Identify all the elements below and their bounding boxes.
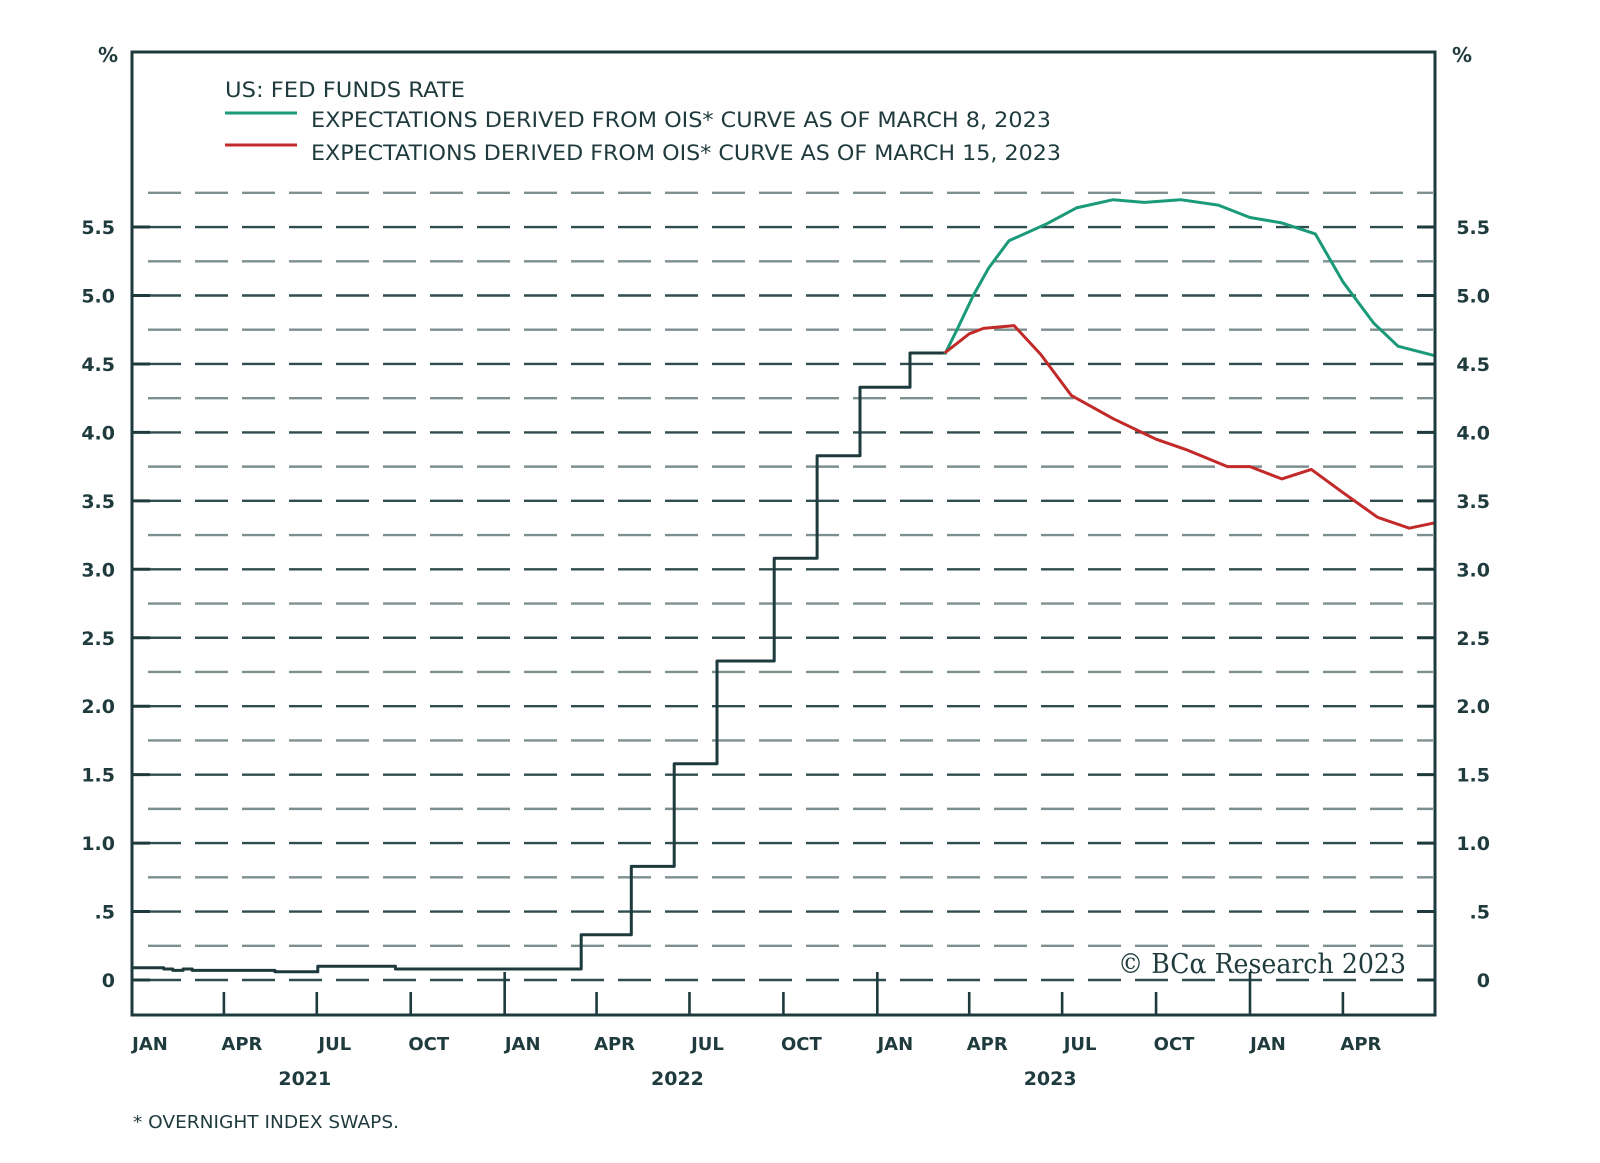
legend: US: FED FUNDS RATE EXPECTATIONS DERIVED … — [225, 78, 1061, 165]
x-tick-label: APR — [221, 1034, 262, 1055]
series-ois-march-8 — [943, 198, 1436, 358]
y-tick-label-left: 1.5 — [81, 765, 115, 787]
plot-frame — [130, 50, 1437, 1017]
y-tick-label-right: .5 — [1470, 902, 1490, 924]
x-tick-label: OCT — [781, 1034, 823, 1055]
x-tick-label: JAN — [130, 1034, 168, 1055]
legend-label-green: EXPECTATIONS DERIVED FROM OIS* CURVE AS … — [311, 108, 1051, 132]
x-tick-label: JAN — [1248, 1034, 1286, 1055]
y-tick-label-right: 1.0 — [1456, 833, 1490, 855]
copyright-annotation: © BCα Research 2023 — [1118, 949, 1406, 980]
y-tick-label-left: 2.5 — [81, 628, 115, 650]
y-tick-label-left: 5.5 — [81, 217, 115, 239]
x-year-label: 2022 — [651, 1068, 704, 1090]
y-tick-label-left: .5 — [95, 902, 115, 924]
footnote: * OVERNIGHT INDEX SWAPS. — [133, 1112, 399, 1133]
series-fed-funds-rate — [132, 351, 947, 974]
series-ois-march-15 — [943, 324, 1436, 530]
y-tick-label-right: 5.5 — [1456, 217, 1490, 239]
y-tick-label-right: 0 — [1477, 970, 1490, 992]
x-tick-label: OCT — [408, 1034, 450, 1055]
x-year-label: 2023 — [1024, 1068, 1077, 1090]
series-lines — [132, 198, 1436, 974]
y-tick-label-right: 3.5 — [1456, 491, 1490, 513]
legend-label-red: EXPECTATIONS DERIVED FROM OIS* CURVE AS … — [311, 141, 1061, 165]
x-tick-label: JUL — [316, 1034, 351, 1055]
y-tick-label-right: 4.5 — [1456, 354, 1490, 376]
x-tick-label: APR — [967, 1034, 1008, 1055]
y-unit-right: % — [1452, 43, 1472, 67]
x-tick-label: APR — [594, 1034, 635, 1055]
y-tick-label-left: 1.0 — [81, 833, 115, 855]
x-tick-label: JAN — [875, 1034, 913, 1055]
y-tick-label-left: 2.0 — [81, 696, 115, 718]
x-tick-label: JUL — [1062, 1034, 1097, 1055]
y-tick-label-left: 3.0 — [81, 559, 115, 581]
y-tick-label-right: 4.0 — [1456, 422, 1490, 444]
y-tick-label-left: 5.0 — [81, 286, 115, 308]
x-tick-label: JAN — [503, 1034, 541, 1055]
gridlines — [134, 191, 1433, 982]
x-year-label: 2021 — [278, 1068, 331, 1090]
y-tick-label-left: 4.5 — [81, 354, 115, 376]
x-tick-label: JUL — [689, 1034, 724, 1055]
y-tick-label-right: 2.5 — [1456, 628, 1490, 650]
axis-ticks — [132, 225, 1435, 1015]
y-tick-label-right: 3.0 — [1456, 559, 1490, 581]
x-axis-labels: JAN APR JUL OCT JAN APR JUL OCT JAN APR JUL OCT JAN A… — [130, 1034, 1381, 1090]
y-tick-label-right: 5.0 — [1456, 286, 1490, 308]
y-tick-label-left: 0 — [102, 970, 115, 992]
y-tick-label-right: 1.5 — [1456, 765, 1490, 787]
y-unit-left: % — [98, 43, 118, 67]
y-tick-label-right: 2.0 — [1456, 696, 1490, 718]
x-tick-label: OCT — [1154, 1034, 1196, 1055]
x-tick-label: APR — [1340, 1034, 1381, 1055]
y-tick-label-left: 4.0 — [81, 422, 115, 444]
legend-title: US: FED FUNDS RATE — [225, 78, 465, 102]
y-axis-labels: 0 0 .5 .5 1.0 1.0 1.5 1.5 2.0 2.0 2.5 2.5 3.0 3.0 3.5 3… — [81, 217, 1490, 992]
y-tick-label-left: 3.5 — [81, 491, 115, 513]
